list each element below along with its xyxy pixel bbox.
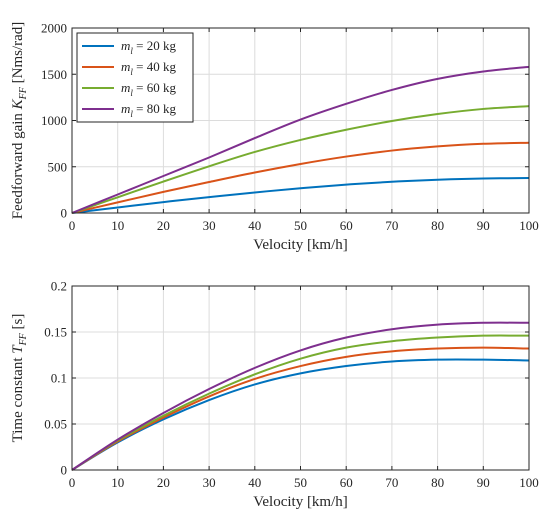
x-tick-label: 60 [340,218,353,233]
legend-entry: ml = 20 kg [121,38,176,56]
x-tick-label: 40 [248,475,261,490]
x-tick-label: 20 [157,475,170,490]
series-line-2 [71,141,530,214]
x-tick-label: 50 [294,218,307,233]
y-tick-label: 0.15 [44,325,67,340]
x-tick-label: 10 [111,218,124,233]
x-tick-label: 100 [519,475,539,490]
series-line-2 [71,346,530,471]
x-tick-label: 100 [519,218,539,233]
x-tick-label: 0 [69,475,76,490]
x-tick-label: 10 [111,475,124,490]
x-tick-label: 30 [203,218,216,233]
x-tick-label: 70 [385,218,398,233]
y-axis-label: Time constant TFF [s] [10,314,29,443]
x-axis-label: Velocity [km/h] [253,237,348,253]
time-constant-plot: 0 10 20 30 40 50 60 70 80 90 100 0 0.05 0.1 0.15 0.2 Vel… [10,279,539,511]
series-line-4 [71,65,530,214]
legend-entry: ml = 40 kg [121,59,176,77]
x-tick-label: 0 [69,218,76,233]
y-tick-label: 0.05 [44,417,67,432]
y-tick-label: 1500 [41,67,67,82]
legend-entry: ml = 60 kg [121,80,176,98]
x-axis-label: Velocity [km/h] [253,494,348,510]
x-tick-label: 90 [477,475,490,490]
y-tick-label: 1000 [41,113,67,128]
x-tick-label: 20 [157,218,170,233]
y-tick-label: 0 [61,206,68,221]
y-tick-label: 0 [61,463,68,478]
x-tick-label: 60 [340,475,353,490]
legend-entry: ml = 80 kg [121,101,176,119]
feedforward-gain-plot: 0 10 20 30 40 50 60 70 80 90 1000500100015002000Ve… [10,21,539,254]
y-tick-label: 2000 [41,21,67,36]
x-tick-label: 80 [431,218,444,233]
x-tick-label: 30 [203,475,216,490]
y-tick-label: 500 [48,159,68,174]
series-line-3 [71,105,530,214]
x-tick-label: 40 [248,218,261,233]
x-tick-label: 70 [385,475,398,490]
series-line-4 [71,321,530,471]
y-tick-label: 0.2 [51,279,67,294]
series-line-3 [71,334,530,471]
x-tick-label: 50 [294,475,307,490]
legend-box [76,32,194,123]
y-axis-label: Feedforward gain KFF [Nms/rad] [10,22,29,220]
x-tick-label: 90 [477,218,490,233]
y-tick-label: 0.1 [51,371,67,386]
series-line-1 [71,177,530,214]
x-tick-label: 80 [431,475,444,490]
legend: ml = 20 kg ml = 40 kg ml = 60 kg ml = 80 kg [76,32,194,123]
series-line-1 [71,358,530,471]
